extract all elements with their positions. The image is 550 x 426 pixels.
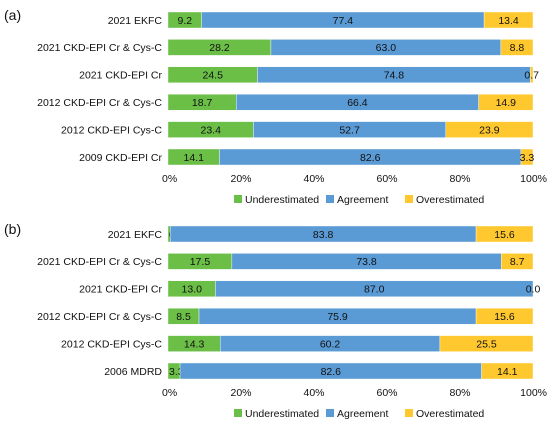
category-label: 2012 CKD-EPI Cr & Cys-C xyxy=(37,311,162,323)
value-label: 0.7 xyxy=(524,70,539,82)
x-tick-label: 20% xyxy=(230,173,251,185)
value-label: 25.5 xyxy=(476,338,497,350)
value-label: 18.7 xyxy=(192,97,213,109)
value-label: 8.8 xyxy=(510,42,525,54)
bar-segment-overestimated xyxy=(481,362,534,380)
value-label: 14.1 xyxy=(497,366,518,378)
legend: Underestimated Agreement Overestimated xyxy=(234,194,484,206)
value-label: 87.0 xyxy=(364,284,385,296)
x-tick-label: 40% xyxy=(303,387,324,399)
value-label: 14.3 xyxy=(184,338,205,350)
legend-swatch-underestimated xyxy=(234,409,242,417)
value-label: 17.5 xyxy=(190,256,211,268)
value-label: 23.9 xyxy=(479,124,500,136)
category-label: 2012 CKD-EPI Cys-C xyxy=(61,338,162,350)
legend-label: Underestimated xyxy=(245,408,319,420)
legend-swatch-agreement xyxy=(326,195,334,203)
value-label: 15.6 xyxy=(494,311,515,323)
category-label: 2021 EKFC xyxy=(108,229,163,241)
x-tick-label: 100% xyxy=(520,173,547,185)
value-label: 74.8 xyxy=(384,70,405,82)
bar-segment-overestimated xyxy=(445,121,534,138)
chart-panel-a: (a) 2021 EKFC 9.2 77.4 13.4 2021 CKD-EPI Cr &… xyxy=(4,7,547,206)
value-label: 9.2 xyxy=(177,15,192,27)
legend-swatch-agreement xyxy=(326,409,334,417)
legend-label: Overestimated xyxy=(416,194,484,206)
category-label: 2009 CKD-EPI Cr xyxy=(79,152,162,164)
bar-segment-agreement xyxy=(215,280,534,297)
legend-swatch-underestimated xyxy=(234,195,242,203)
bar-segment-overestimated xyxy=(500,39,534,56)
value-label: 83.8 xyxy=(313,229,334,241)
category-label: 2012 CKD-EPI Cr & Cys-C xyxy=(37,97,162,109)
category-label: 2021 CKD-EPI Cr xyxy=(79,284,162,296)
bar-segment-overestimated xyxy=(483,11,534,29)
legend-label: Underestimated xyxy=(245,194,319,206)
value-label: 73.8 xyxy=(356,256,377,268)
value-label: 82.6 xyxy=(360,152,381,164)
value-label: 60.2 xyxy=(320,338,341,350)
legend-label: Agreement xyxy=(337,194,388,206)
value-label: 52.7 xyxy=(339,124,360,136)
bar-segment-overestimated xyxy=(475,225,534,243)
x-tick-label: 0% xyxy=(162,173,177,185)
value-label: 0.0 xyxy=(526,284,541,296)
value-label: 15.6 xyxy=(494,229,515,241)
value-label: 66.4 xyxy=(347,97,368,109)
x-tick-label: 80% xyxy=(449,387,470,399)
x-tick-label: 100% xyxy=(520,387,547,399)
value-label: 8.7 xyxy=(510,256,525,268)
value-label: 63.0 xyxy=(376,42,397,54)
value-label: 14.9 xyxy=(496,97,517,109)
x-tick-label: 60% xyxy=(376,173,397,185)
value-label: 77.4 xyxy=(333,15,354,27)
value-label: 23.4 xyxy=(200,124,221,136)
panel-label: (a) xyxy=(4,7,21,23)
value-label: 3.3 xyxy=(520,152,535,164)
bar-segment-overestimated xyxy=(530,66,534,84)
category-label: 2012 CKD-EPI Cys-C xyxy=(61,124,162,136)
bar-segment-overestimated xyxy=(520,148,534,166)
legend: Underestimated Agreement Overestimated xyxy=(234,408,484,420)
value-label: 14.1 xyxy=(184,152,205,164)
x-tick-label: 60% xyxy=(376,387,397,399)
bar-segment-overestimated xyxy=(478,93,534,111)
bar-segment-overestimated xyxy=(439,335,534,352)
bar-segment-overestimated xyxy=(501,253,534,270)
category-label: 2021 CKD-EPI Cr & Cys-C xyxy=(37,256,162,268)
legend-label: Agreement xyxy=(337,408,388,420)
x-tick-label: 20% xyxy=(230,387,251,399)
legend-label: Overestimated xyxy=(416,408,484,420)
bar-segment-overestimated xyxy=(475,308,534,325)
category-label: 2006 MDRD xyxy=(104,366,162,378)
value-label: 28.2 xyxy=(209,42,230,54)
value-label: 24.5 xyxy=(202,70,223,82)
x-tick-label: 80% xyxy=(449,173,470,185)
legend-swatch-overestimated xyxy=(405,409,413,417)
value-label: 13.4 xyxy=(498,15,519,27)
category-label: 2021 EKFC xyxy=(108,15,163,27)
value-label: 75.9 xyxy=(327,311,348,323)
value-label: 8.5 xyxy=(176,311,191,323)
panel-label: (b) xyxy=(4,221,21,237)
x-tick-label: 40% xyxy=(303,173,324,185)
value-label: 13.0 xyxy=(182,284,203,296)
legend-swatch-overestimated xyxy=(405,195,413,203)
x-tick-label: 0% xyxy=(162,387,177,399)
value-label: 82.6 xyxy=(321,366,342,378)
category-label: 2021 CKD-EPI Cr xyxy=(79,70,162,82)
category-label: 2021 CKD-EPI Cr & Cys-C xyxy=(37,42,162,54)
